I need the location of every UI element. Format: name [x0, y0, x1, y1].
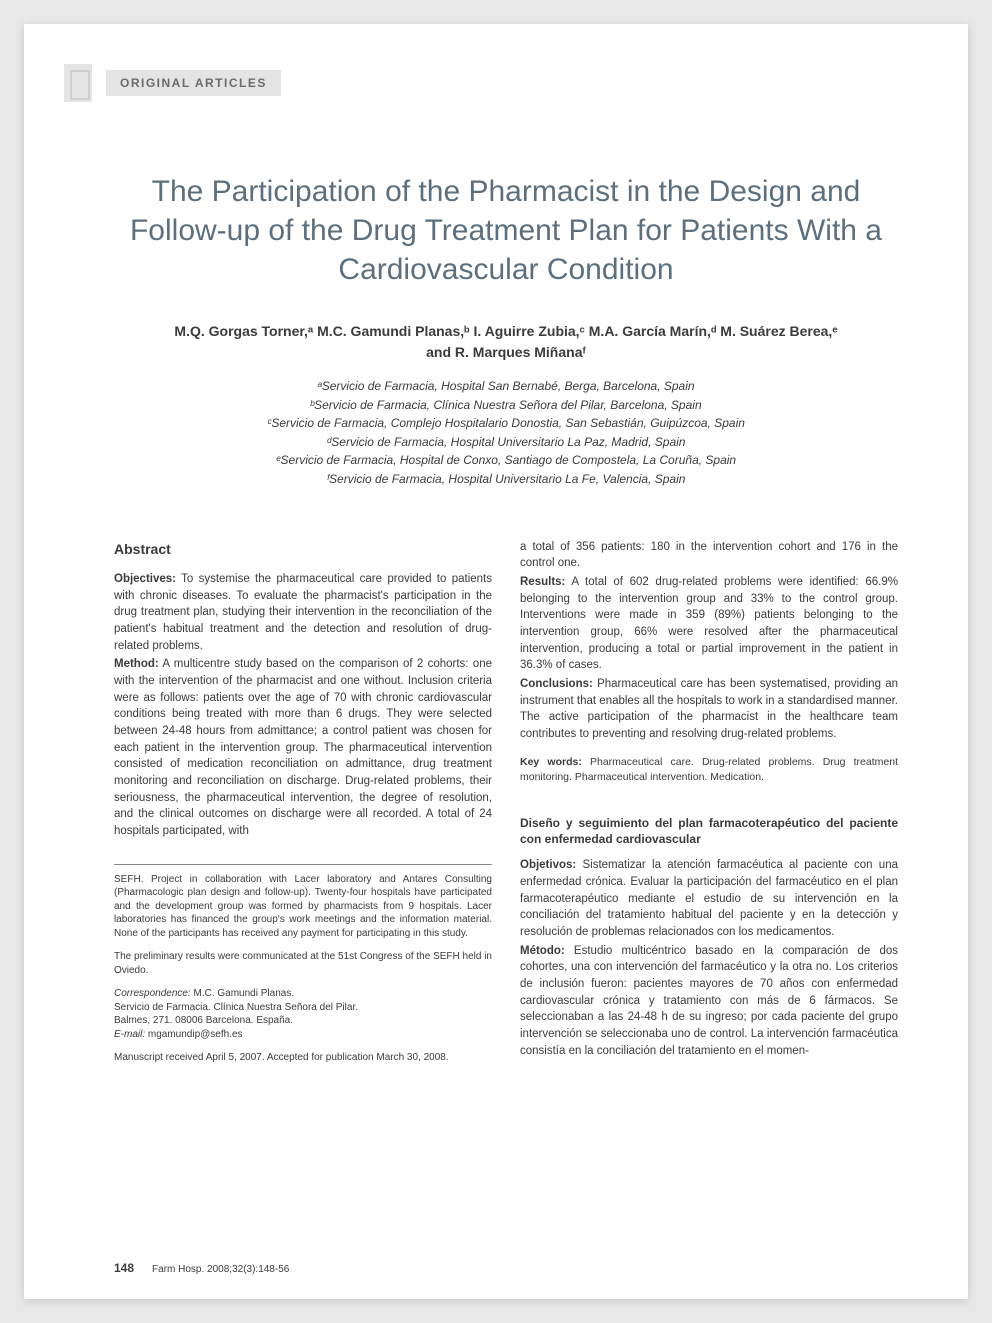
footnote-dates: Manuscript received April 5, 2007. Accep… [114, 1051, 492, 1065]
section-label: ORIGINAL ARTICLES [106, 70, 281, 96]
abstract-results: Results: A total of 602 drug-related pro… [520, 574, 898, 674]
left-column: Abstract Objectives: To systemise the ph… [114, 539, 492, 1075]
metodo-text: Estudio multicéntrico basado en la compa… [520, 945, 898, 1057]
footnote-funding: SEFH. Project in collaboration with Lace… [114, 873, 492, 941]
abstract-method: Method: A multicentre study based on the… [114, 656, 492, 839]
correspondence-label: Correspondence: [114, 988, 191, 999]
correspondence-addr1: Servicio de Farmacia. Clínica Nuestra Se… [114, 1002, 358, 1013]
keywords: Key words: Pharmaceutical care. Drug-rel… [520, 755, 898, 785]
results-label: Results: [520, 576, 565, 588]
metodo-label: Método: [520, 945, 565, 957]
conclusions-label: Conclusions: [520, 678, 593, 690]
correspondence-addr2: Balmes, 271. 08006 Barcelona. España. [114, 1015, 293, 1026]
right-column: a total of 356 patients: 180 in the inte… [520, 539, 898, 1075]
spanish-title: Diseño y seguimiento del plan farmacoter… [520, 815, 898, 847]
two-column-body: Abstract Objectives: To systemise the ph… [114, 539, 898, 1075]
header-bar: ORIGINAL ARTICLES [114, 64, 898, 102]
method-continued: a total of 356 patients: 180 in the inte… [520, 539, 898, 572]
affiliation-d: ᵈServicio de Farmacia, Hospital Universi… [114, 433, 898, 452]
abstract-conclusions: Conclusions: Pharmaceutical care has bee… [520, 676, 898, 743]
citation: Farm Hosp. 2008;32(3):148-56 [152, 1264, 289, 1275]
footnote-correspondence: Correspondence: M.C. Gamundi Planas. Ser… [114, 987, 492, 1041]
page-footer: 148 Farm Hosp. 2008;32(3):148-56 [114, 1261, 898, 1275]
email-label: E-mail: [114, 1029, 145, 1040]
affiliation-b: ᵇServicio de Farmacia, Clínica Nuestra S… [114, 396, 898, 415]
authors: M.Q. Gorgas Torner,ᵃ M.C. Gamundi Planas… [114, 321, 898, 363]
results-text: A total of 602 drug-related problems wer… [520, 576, 898, 671]
spanish-metodo: Método: Estudio multicéntrico basado en … [520, 943, 898, 1060]
correspondence-name: M.C. Gamundi Planas. [191, 988, 294, 999]
page: ORIGINAL ARTICLES The Participation of t… [24, 24, 968, 1299]
authors-line-2: and R. Marques Miñanaᶠ [426, 344, 586, 360]
authors-line-1: M.Q. Gorgas Torner,ᵃ M.C. Gamundi Planas… [174, 323, 837, 339]
affiliation-c: ᶜServicio de Farmacia, Complejo Hospital… [114, 414, 898, 433]
affiliations: ᵃServicio de Farmacia, Hospital San Bern… [114, 377, 898, 489]
footnote-prelim: The preliminary results were communicate… [114, 950, 492, 977]
method-text: A multicentre study based on the compari… [114, 658, 492, 837]
email-value: mgamundip@sefh.es [145, 1029, 242, 1040]
objetivos-text: Sistematizar la atención farmacéutica al… [520, 859, 898, 938]
journal-logo-icon [64, 64, 92, 102]
spanish-objetivos: Objetivos: Sistematizar la atención farm… [520, 857, 898, 940]
objectives-label: Objectives: [114, 573, 176, 585]
abstract-heading: Abstract [114, 539, 492, 559]
method-label: Method: [114, 658, 159, 670]
page-number: 148 [114, 1261, 134, 1275]
affiliation-e: ᵉServicio de Farmacia, Hospital de Conxo… [114, 451, 898, 470]
footnote-rule [114, 864, 492, 865]
keywords-label: Key words: [520, 756, 582, 768]
affiliation-f: ᶠServicio de Farmacia, Hospital Universi… [114, 470, 898, 489]
article-title: The Participation of the Pharmacist in t… [124, 172, 888, 289]
objetivos-label: Objetivos: [520, 859, 576, 871]
abstract-objectives: Objectives: To systemise the pharmaceuti… [114, 571, 492, 654]
footnotes: SEFH. Project in collaboration with Lace… [114, 873, 492, 1065]
affiliation-a: ᵃServicio de Farmacia, Hospital San Bern… [114, 377, 898, 396]
